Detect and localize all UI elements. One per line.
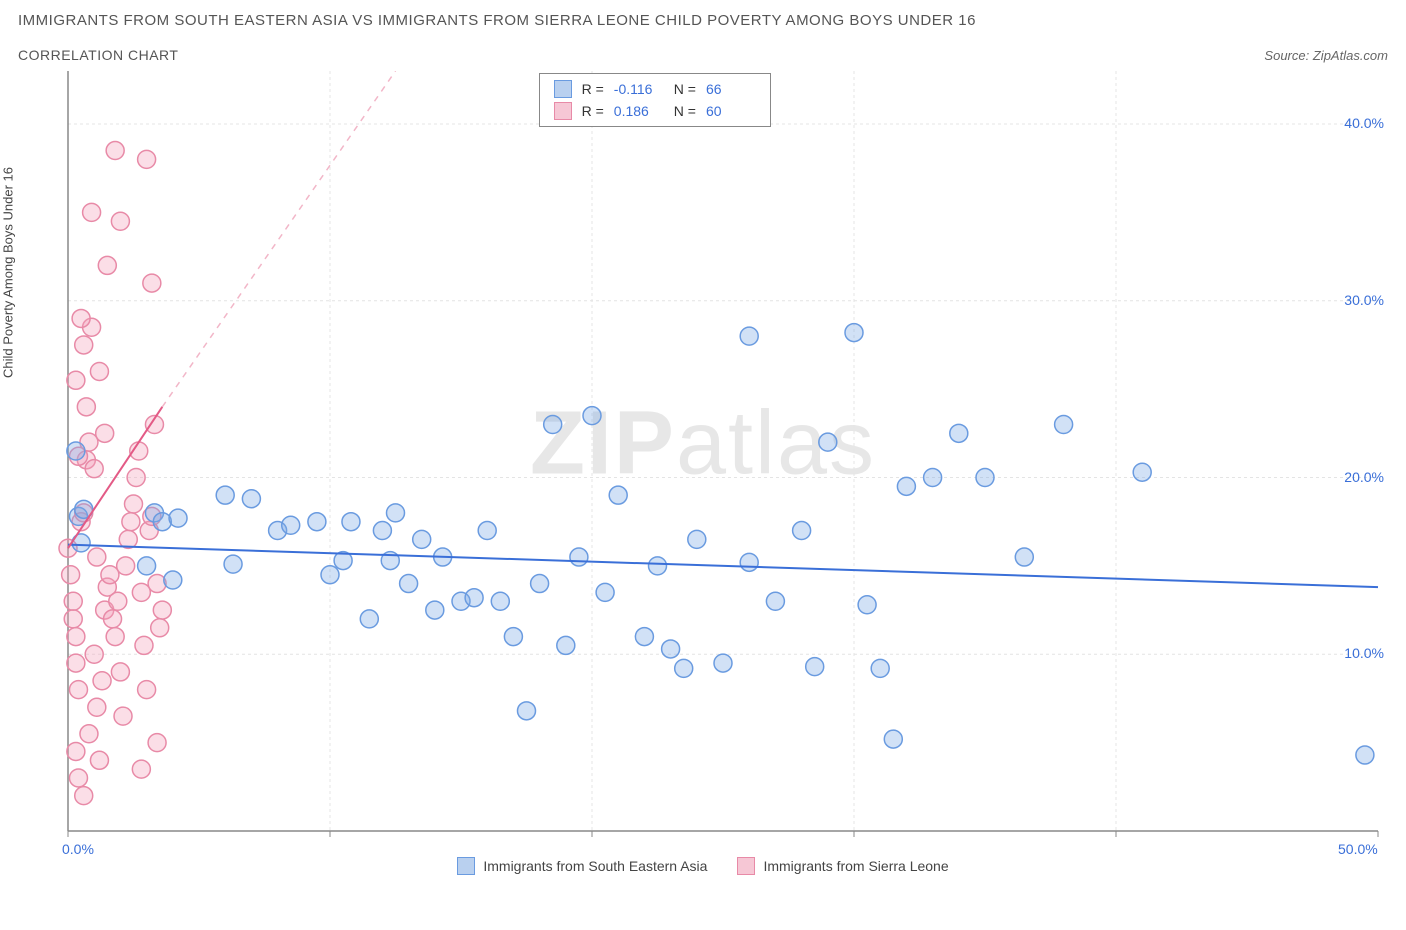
stats-n-label: N = <box>674 81 696 97</box>
source-value: ZipAtlas.com <box>1313 48 1388 63</box>
stats-r-value: -0.116 <box>614 81 664 97</box>
source-label: Source: <box>1264 48 1309 63</box>
legend-text: Immigrants from South Eastern Asia <box>483 858 707 874</box>
stats-swatch <box>554 102 572 120</box>
legend-item: Immigrants from South Eastern Asia <box>457 857 707 875</box>
y-tick-label: 40.0% <box>1344 115 1384 131</box>
y-tick-label: 10.0% <box>1344 645 1384 661</box>
stats-r-value: 0.186 <box>614 103 664 119</box>
page-title: IMMIGRANTS FROM SOUTH EASTERN ASIA VS IM… <box>18 12 1388 29</box>
correlation-chart: Child Poverty Among Boys Under 16 ZIPatl… <box>18 71 1388 881</box>
stats-n-value: 66 <box>706 81 756 97</box>
stats-n-label: N = <box>674 103 696 119</box>
subtitle-row: CORRELATION CHART Source: ZipAtlas.com <box>18 47 1388 63</box>
stats-legend-box: R = -0.116 N = 66 R = 0.186 N = 60 <box>539 73 771 127</box>
legend-item: Immigrants from Sierra Leone <box>737 857 948 875</box>
legend-text: Immigrants from Sierra Leone <box>763 858 948 874</box>
bottom-legend: Immigrants from South Eastern Asia Immigr… <box>18 857 1388 875</box>
stats-row: R = 0.186 N = 60 <box>540 100 770 122</box>
chart-svg <box>18 71 1388 881</box>
legend-swatch <box>737 857 755 875</box>
x-tick-label: 0.0% <box>62 841 94 857</box>
y-tick-label: 30.0% <box>1344 292 1384 308</box>
stats-row: R = -0.116 N = 66 <box>540 78 770 100</box>
chart-subtitle: CORRELATION CHART <box>18 47 178 63</box>
source-attribution: Source: ZipAtlas.com <box>1264 48 1388 63</box>
legend-swatch <box>457 857 475 875</box>
x-tick-label: 50.0% <box>1338 841 1378 857</box>
y-axis-label: Child Poverty Among Boys Under 16 <box>1 167 16 378</box>
stats-r-label: R = <box>582 81 604 97</box>
stats-r-label: R = <box>582 103 604 119</box>
stats-swatch <box>554 80 572 98</box>
y-tick-label: 20.0% <box>1344 469 1384 485</box>
stats-n-value: 60 <box>706 103 756 119</box>
